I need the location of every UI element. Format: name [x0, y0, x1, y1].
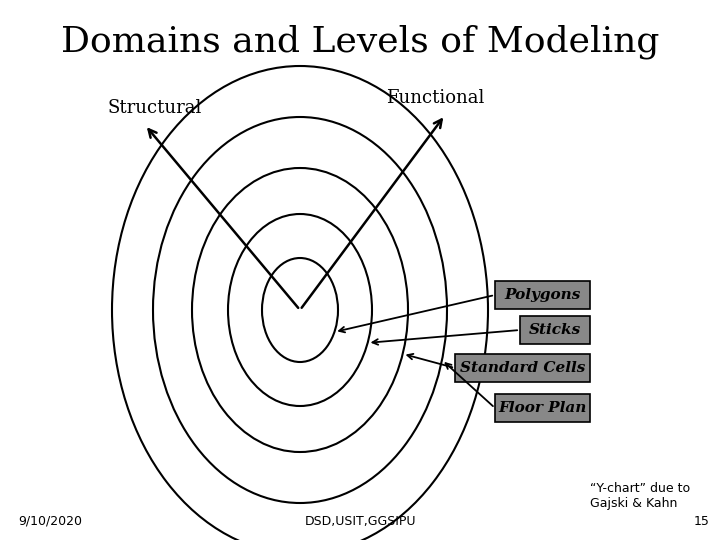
- Text: Standard Cells: Standard Cells: [460, 361, 585, 375]
- Text: “Y-chart” due to
Gajski & Kahn: “Y-chart” due to Gajski & Kahn: [590, 482, 690, 510]
- FancyBboxPatch shape: [495, 281, 590, 309]
- Text: Domains and Levels of Modeling: Domains and Levels of Modeling: [60, 25, 660, 59]
- Text: Floor Plan: Floor Plan: [498, 401, 587, 415]
- FancyBboxPatch shape: [455, 354, 590, 382]
- FancyBboxPatch shape: [495, 394, 590, 422]
- FancyBboxPatch shape: [520, 316, 590, 344]
- Text: 15: 15: [694, 515, 710, 528]
- Text: Structural: Structural: [108, 99, 202, 117]
- Text: Functional: Functional: [386, 89, 484, 107]
- Text: 9/10/2020: 9/10/2020: [18, 515, 82, 528]
- Text: Polygons: Polygons: [504, 288, 581, 302]
- Text: Sticks: Sticks: [529, 323, 581, 337]
- Text: DSD,USIT,GGSIPU: DSD,USIT,GGSIPU: [305, 515, 415, 528]
